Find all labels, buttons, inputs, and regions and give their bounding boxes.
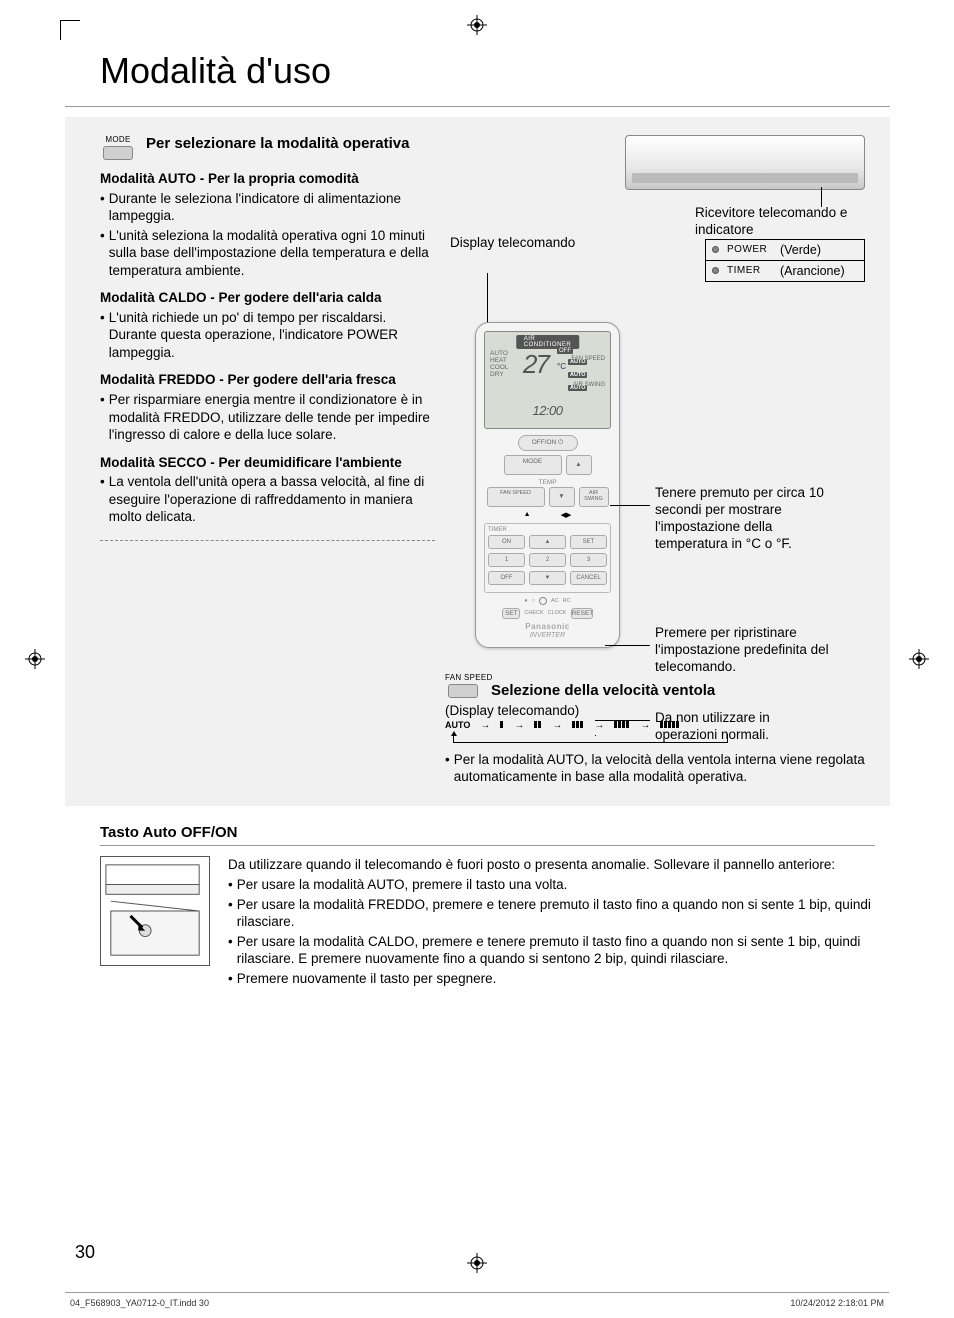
fan-heading: Selezione della velocità ventola bbox=[491, 682, 715, 699]
display-label: Display telecomando bbox=[450, 235, 575, 252]
leader-line bbox=[610, 505, 650, 506]
footer-rule bbox=[65, 1292, 889, 1293]
bullet: Per usare la modalità AUTO, premere il t… bbox=[228, 876, 875, 894]
registration-mark-icon bbox=[467, 1253, 487, 1273]
timer-led-icon bbox=[712, 267, 719, 274]
registration-mark-icon bbox=[25, 649, 45, 669]
bullet: L'unità richiede un po' di tempo per ris… bbox=[100, 309, 435, 362]
remote-lcd: AIR CONDITIONER AUTO HEAT COOL DRY 27 °C… bbox=[484, 331, 611, 429]
leader-line bbox=[595, 720, 650, 721]
crop-mark bbox=[60, 20, 80, 40]
section-heading: Per selezionare la modalità operativa bbox=[146, 135, 409, 154]
mode-heat-heading: Modalità CALDO - Per godere dell'aria ca… bbox=[100, 289, 435, 307]
mode-dry-heading: Modalità SECCO - Per deumidificare l'amb… bbox=[100, 454, 435, 472]
callout-reset: Premere per ripristinare l'impostazione … bbox=[655, 625, 835, 676]
unit-button-diagram bbox=[100, 856, 210, 966]
remote-illustration: AIR CONDITIONER AUTO HEAT COOL DRY 27 °C… bbox=[475, 322, 620, 648]
footer-file: 04_F568903_YA0712-0_IT.indd 30 bbox=[70, 1298, 209, 1308]
bullet: Durante le seleziona l'indicatore di ali… bbox=[100, 190, 435, 225]
fanspeed-button-icon bbox=[445, 682, 481, 698]
indicator-table: POWER (Verde) TIMER (Arancione) bbox=[705, 239, 865, 282]
receiver-label: Ricevitore telecomando e indicatore bbox=[695, 205, 875, 239]
dashed-separator bbox=[100, 540, 435, 541]
leader-line bbox=[605, 645, 650, 646]
bullet: L'unità seleziona la modalità operativa … bbox=[100, 227, 435, 280]
remote-fanspeed-button: FAN SPEED bbox=[487, 487, 545, 507]
registration-mark-icon bbox=[909, 649, 929, 669]
bullet: La ventola dell'unità opera a bassa velo… bbox=[100, 473, 435, 526]
fan-loop-arrow-icon bbox=[453, 735, 728, 743]
mode-button-icon: MODE bbox=[100, 135, 136, 160]
callout-temp-unit: Tenere premuto per circa 10 secondi per … bbox=[655, 485, 835, 553]
leader-line bbox=[821, 187, 822, 207]
registration-mark-icon bbox=[467, 15, 487, 35]
bullet: Per usare la modalità CALDO, premere e t… bbox=[228, 933, 875, 968]
remote-mode-button: MODE bbox=[504, 455, 562, 475]
bullet: Premere nuovamente il tasto per spegnere… bbox=[228, 970, 875, 988]
remote-temp-up-button: ▲ bbox=[566, 455, 592, 475]
bottom-intro: Da utilizzare quando il telecomando è fu… bbox=[228, 856, 875, 874]
bottom-heading: Tasto Auto OFF/ON bbox=[100, 824, 875, 846]
remote-temp-down-button: ▼ bbox=[549, 487, 575, 507]
mode-auto-heading: Modalità AUTO - Per la propria comodità bbox=[100, 170, 435, 188]
main-gray-panel: MODE Per selezionare la modalità operati… bbox=[65, 117, 890, 806]
title-rule bbox=[65, 106, 890, 107]
remote-offon-button: OFF/ON ⏻ bbox=[518, 435, 578, 451]
remote-airswing-button: AIR SWING bbox=[579, 487, 609, 507]
bullet: Per risparmiare energia mentre il condiz… bbox=[100, 391, 435, 444]
page-number: 30 bbox=[75, 1242, 95, 1263]
fan-note: Per la modalità AUTO, la velocità della … bbox=[445, 751, 875, 786]
bullet: Per usare la modalità FREDDO, premere e … bbox=[228, 896, 875, 931]
page-title: Modalità d'uso bbox=[65, 50, 890, 92]
footer-timestamp: 10/24/2012 2:18:01 PM bbox=[790, 1298, 884, 1308]
ac-unit-illustration bbox=[625, 135, 865, 190]
mode-cool-heading: Modalità FREDDO - Per godere dell'aria f… bbox=[100, 371, 435, 389]
power-led-icon bbox=[712, 246, 719, 253]
remote-timer-section: TIMER ON ▲ SET 1 2 3 OFF ▼ CANCEL bbox=[484, 523, 611, 593]
